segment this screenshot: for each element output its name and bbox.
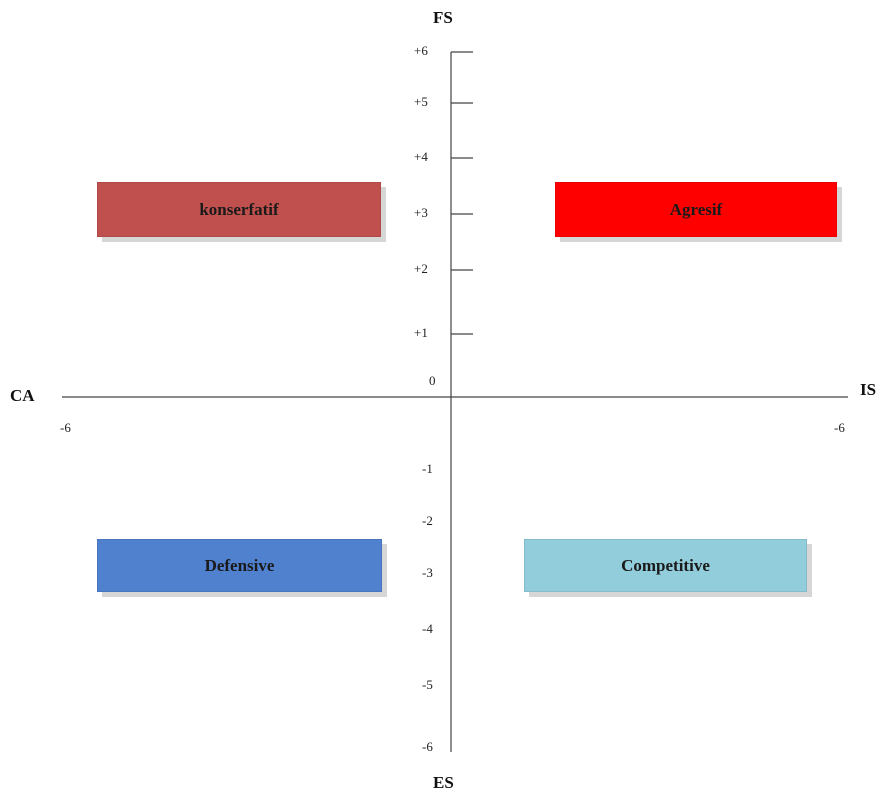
- y-tick-label: -2: [422, 513, 433, 529]
- quadrant-label: Defensive: [205, 556, 275, 576]
- y-tick-label: -6: [422, 739, 433, 755]
- x-axis-right-end: -6: [834, 420, 845, 436]
- y-tick-label: -3: [422, 565, 433, 581]
- quadrant-konserfatif: konserfatif: [97, 182, 381, 237]
- axis-label-right: IS: [860, 380, 876, 400]
- quadrant-label: konserfatif: [199, 200, 278, 220]
- quadrant-agresif: Agresif: [555, 182, 837, 237]
- quadrant-defensive: Defensive: [97, 539, 382, 592]
- origin-label: 0: [429, 373, 436, 389]
- y-tick-label: +5: [414, 94, 428, 110]
- quadrant-label: Agresif: [670, 200, 723, 220]
- quadrant-competitive: Competitive: [524, 539, 807, 592]
- x-axis-left-end: -6: [60, 420, 71, 436]
- y-tick-label: +1: [414, 325, 428, 341]
- quadrant-label: Competitive: [621, 556, 710, 576]
- axis-label-top: FS: [433, 8, 453, 28]
- y-tick-label: +6: [414, 43, 428, 59]
- y-tick-label: -4: [422, 621, 433, 637]
- axis-label-bottom: ES: [433, 773, 454, 793]
- y-tick-label: +3: [414, 205, 428, 221]
- y-tick-label: -1: [422, 461, 433, 477]
- y-tick-label: +4: [414, 149, 428, 165]
- y-tick-label: -5: [422, 677, 433, 693]
- y-tick-marks: [451, 52, 473, 334]
- y-tick-label: +2: [414, 261, 428, 277]
- axis-label-left: CA: [10, 386, 35, 406]
